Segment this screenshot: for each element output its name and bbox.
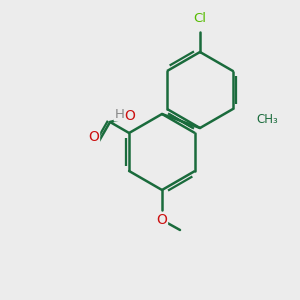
Text: O: O: [124, 109, 135, 123]
Text: H: H: [114, 108, 124, 121]
Text: CH₃: CH₃: [256, 112, 278, 125]
Text: O: O: [157, 213, 167, 227]
Text: O: O: [88, 130, 100, 144]
Text: Cl: Cl: [194, 12, 206, 25]
